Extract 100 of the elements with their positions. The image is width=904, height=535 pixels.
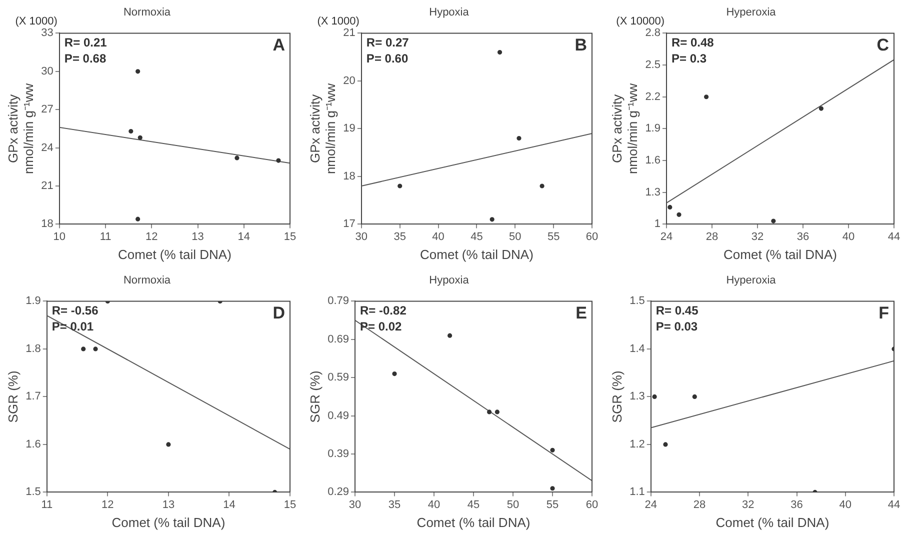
point [692,394,697,399]
point [818,106,824,111]
point [136,69,140,74]
point [676,212,682,217]
y-axis-title: GPx activity nmol/min g⁻¹ww [307,82,338,174]
y-tick-label: 0.49 [328,410,350,422]
y-tick-label: 1.6 [26,438,41,450]
point [448,333,452,338]
annotation: C [876,35,889,54]
y-tick-label: 1.9 [26,295,41,308]
annotation: A [272,35,285,54]
x-axis-title: Comet (% tail DNA) [112,514,226,530]
x-tick-label: 36 [796,230,810,243]
y-tick-label: 20 [343,74,356,87]
text: (X 1000) [15,16,58,28]
point [234,156,240,160]
x-tick-label: 12 [102,498,114,511]
text: (X 10000) [616,16,664,28]
y-axis-title: GPx activity nmol/min g⁻¹ww [5,82,36,174]
x-tick-label: 40 [428,498,440,511]
y-tick-label: 18 [343,170,356,182]
x-tick-label: 32 [751,230,764,243]
x-axis-title: Comet (% tail DNA) [416,514,530,530]
x-tick-label: 40 [432,230,444,243]
y-tick-label: 1.9 [645,122,660,135]
x-tick-label: 28 [706,230,718,243]
point [392,371,397,376]
y-axis-title: SGR (%) [307,370,322,423]
y-tick-label: 18 [41,218,54,230]
x-tick-label: 11 [100,230,112,243]
x-tick-label: 10 [53,230,66,243]
annotation: B [574,35,587,54]
y-tick-label: 0.29 [328,486,350,498]
x-tick-label: 35 [388,498,401,511]
point [663,442,668,447]
point [652,394,657,399]
y-tick-label: 2.8 [645,27,660,40]
chart-title: Hypoxia [429,6,470,19]
y-tick-label: 1.1 [630,486,645,498]
x-tick-label: 55 [546,498,559,511]
annotation: R= -0.56 [52,304,99,318]
point [398,184,402,188]
point [497,50,502,55]
x-tick-label: 50 [506,498,520,511]
x-tick-label: 45 [467,498,480,511]
chart-title: Normoxia [123,6,172,19]
y-tick-label: 0.59 [328,372,350,384]
annotation: E [576,303,587,322]
y-tick-label: 1.3 [645,186,660,198]
point [138,135,142,140]
y-tick-label: 1.5 [630,295,645,308]
annotation: P= 0.01 [52,320,94,334]
y-tick-label: 30 [41,65,54,78]
y-tick-label: 1.6 [645,154,660,167]
y-tick-label: 2.5 [645,59,660,72]
point [668,204,672,210]
point [93,346,98,352]
x-axis-title: Comet (% tail DNA) [118,246,232,262]
y-tick-label: 0.39 [328,448,350,460]
x-tick-label: 14 [223,498,236,511]
y-tick-label: 1.5 [26,486,41,498]
chart-title: Hyperoxia [726,274,777,287]
x-tick-label: 40 [842,230,855,243]
point [487,410,492,414]
x-axis-title: Comet (% tail DNA) [724,246,837,262]
x-tick-label: 15 [284,230,296,243]
annotation: R= 0.45 [656,304,699,318]
x-tick-label: 13 [162,498,175,511]
x-tick-label: 30 [355,230,368,243]
y-tick-label: 1.7 [26,390,41,403]
x-tick-label: 32 [742,498,754,511]
point [136,216,140,222]
chart-title: Hyperoxia [726,6,777,19]
y-tick-label: 2.2 [645,90,660,103]
point [540,184,544,188]
annotation: P= 0.60 [366,52,408,66]
x-tick-label: 44 [888,498,900,511]
annotation: D [272,303,285,322]
annotation: P= 0.68 [64,52,106,66]
x-tick-label: 44 [888,230,900,243]
chart-title: Hypoxia [429,274,470,287]
y-tick-label: 0.69 [328,333,350,346]
x-tick-label: 50 [509,230,522,243]
point [704,94,709,100]
x-tick-label: 45 [470,230,483,243]
x-tick-label: 28 [693,498,706,511]
y-tick-label: 0.79 [328,295,350,308]
x-tick-label: 60 [586,230,598,243]
annotation: R= 0.48 [671,36,714,50]
y-tick-label: 1 [654,218,660,230]
x-tick-label: 35 [394,230,406,243]
text: (X 1000) [317,16,360,28]
point [81,346,86,352]
point [771,218,776,224]
point [490,217,494,222]
y-tick-label: 24 [41,142,54,154]
point [128,128,134,134]
y-tick-label: 33 [41,27,54,40]
annotation: F [878,303,889,322]
y-axis-title: GPx activity nmol/min g⁻¹ww [609,82,640,174]
